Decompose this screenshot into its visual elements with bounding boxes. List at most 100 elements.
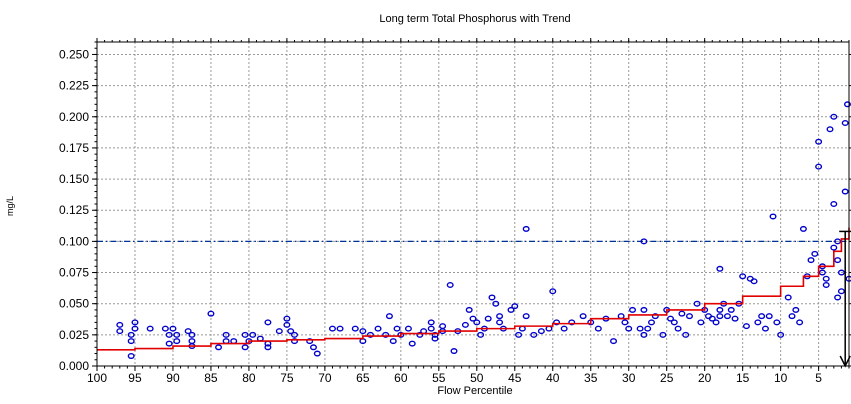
data-point [610,338,618,345]
data-points [116,101,851,360]
data-point [837,288,845,295]
data-point [249,331,257,338]
x-tick-label: 55 [432,371,446,385]
data-point [404,325,412,332]
data-point [716,313,724,320]
data-point [830,113,838,120]
data-point [822,275,830,282]
data-point [484,315,492,322]
data-point [723,313,731,320]
data-point [283,315,291,322]
data-point [207,310,215,317]
data-point [416,331,424,338]
y-tick-label: 0.150 [59,172,89,186]
data-point [553,319,561,326]
x-tick-label: 40 [546,371,560,385]
data-point [264,344,272,351]
data-point [241,344,249,351]
data-point [537,328,545,335]
data-point [146,325,154,332]
data-point [427,325,435,332]
x-tick-label: 5 [815,371,822,385]
data-point [648,319,656,326]
data-point [446,282,454,289]
data-point [518,325,526,332]
x-tick-label: 85 [204,371,218,385]
data-point [522,225,530,232]
data-point [685,313,693,320]
y-tick-label: 0.025 [59,328,89,342]
data-point [127,331,135,338]
data-point [492,300,500,307]
data-point [560,325,568,332]
data-point [450,348,458,355]
data-point [496,313,504,320]
data-point [830,244,838,251]
data-point [382,331,390,338]
data-point [822,282,830,289]
y-tick-label: 0.225 [59,79,89,93]
data-point [275,328,283,335]
data-point [811,250,819,257]
data-point [173,338,181,345]
data-point [818,269,826,276]
data-point [841,188,849,195]
data-point [579,313,587,320]
data-point [784,294,792,301]
data-point [792,306,800,313]
data-point [815,138,823,145]
data-point [629,306,637,313]
y-tick-label: 0.050 [59,297,89,311]
data-point [188,331,196,338]
data-point [431,331,439,338]
data-point [674,325,682,332]
x-tick-label: 50 [470,371,484,385]
data-point [769,213,777,220]
data-point [742,323,750,330]
data-point [530,331,538,338]
x-tick-label: 100 [87,371,107,385]
data-point [807,257,815,264]
data-point [693,300,701,307]
data-point [716,265,724,272]
data-point [461,321,469,328]
x-tick-label: 80 [242,371,256,385]
data-point [465,306,473,313]
data-point [834,294,842,301]
y-tick-label: 0.250 [59,47,89,61]
data-point [815,163,823,170]
data-point [169,325,177,332]
data-point [834,238,842,245]
data-point [290,338,298,345]
data-point [697,319,705,326]
data-point [507,306,515,313]
data-point [127,338,135,345]
data-point [427,319,435,326]
y-axis-label: mg/L [5,196,15,216]
data-point [222,338,230,345]
y-tick-label: 0.075 [59,266,89,280]
data-point [640,306,648,313]
x-tick-label: 10 [774,371,788,385]
data-point [625,325,633,332]
data-point [230,338,238,345]
data-point [666,315,674,322]
data-point [750,278,758,285]
data-point [826,126,834,133]
data-point [469,315,477,322]
data-point [408,340,416,347]
x-tick-label: 30 [622,371,636,385]
data-point [306,338,314,345]
data-point [727,306,735,313]
data-point [594,325,602,332]
x-tick-label: 90 [166,371,180,385]
data-point [241,331,249,338]
data-point [765,313,773,320]
x-tick-label: 35 [584,371,598,385]
data-point [374,325,382,332]
axis-ticks: 100 95 90 85 80 75 70 65 60 55 50 45 40 35 30 25 20 15 10 5… [59,38,851,385]
plot-frame [96,41,850,367]
y-tick-label: 0.125 [59,203,89,217]
x-tick-label: 25 [660,371,674,385]
